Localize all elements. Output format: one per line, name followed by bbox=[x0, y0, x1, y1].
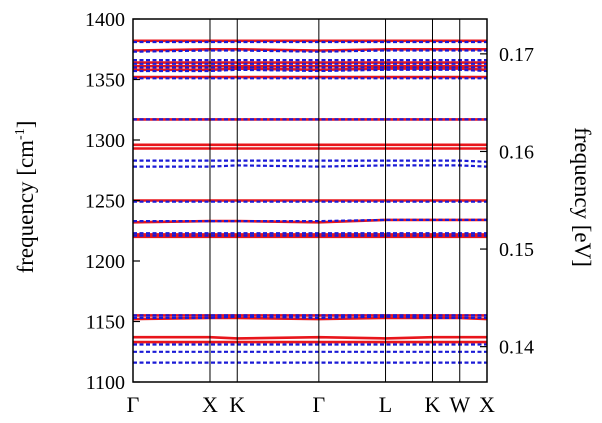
k-point-label: X bbox=[479, 392, 495, 417]
y-axis-label-superscript: -1 bbox=[13, 128, 28, 140]
solid-band-2 bbox=[133, 335, 487, 340]
k-point-label: W bbox=[449, 392, 470, 417]
y2-tick-label: 0.15 bbox=[499, 239, 534, 261]
k-point-dividers bbox=[209, 19, 461, 382]
dashed-band-11 bbox=[133, 159, 487, 163]
k-point-label: K bbox=[425, 392, 441, 417]
k-point-label: Γ bbox=[312, 392, 325, 417]
y-tick-label: 1200 bbox=[85, 251, 125, 273]
y-tick-label: 1250 bbox=[85, 191, 125, 213]
tick-labels: 1100 1150 1200 1250 1300 1350 1400 0.14 0.15 0.16… bbox=[85, 9, 534, 394]
dashed-band-14 bbox=[133, 68, 487, 73]
k-point-label: X bbox=[202, 392, 218, 417]
k-point-label: L bbox=[379, 392, 392, 417]
y2-tick-label: 0.14 bbox=[499, 337, 534, 359]
y2-axis-label: frequency [eV] bbox=[570, 127, 595, 267]
y2-tick-label: 0.17 bbox=[499, 44, 534, 66]
solid-band-16 bbox=[133, 47, 487, 52]
y-tick-label: 1100 bbox=[86, 372, 125, 394]
y-tick-label: 1400 bbox=[85, 9, 125, 31]
dashed-band-10 bbox=[133, 164, 487, 168]
y-axis-label: frequency [cm-1] bbox=[13, 121, 38, 274]
y-tick-label: 1350 bbox=[85, 70, 125, 92]
bands-layer bbox=[133, 39, 487, 364]
k-point-label: K bbox=[229, 392, 245, 417]
y2-tick-label: 0.16 bbox=[499, 141, 534, 163]
axis-ticks bbox=[133, 18, 487, 383]
solid-band-13 bbox=[133, 67, 487, 72]
dashed-band-8 bbox=[133, 218, 487, 223]
y-tick-label: 1300 bbox=[85, 130, 125, 152]
y-tick-label: 1150 bbox=[86, 312, 125, 334]
dashed-band-4 bbox=[133, 315, 487, 319]
k-point-label: Γ bbox=[127, 392, 140, 417]
dashed-band-18 bbox=[133, 49, 487, 53]
